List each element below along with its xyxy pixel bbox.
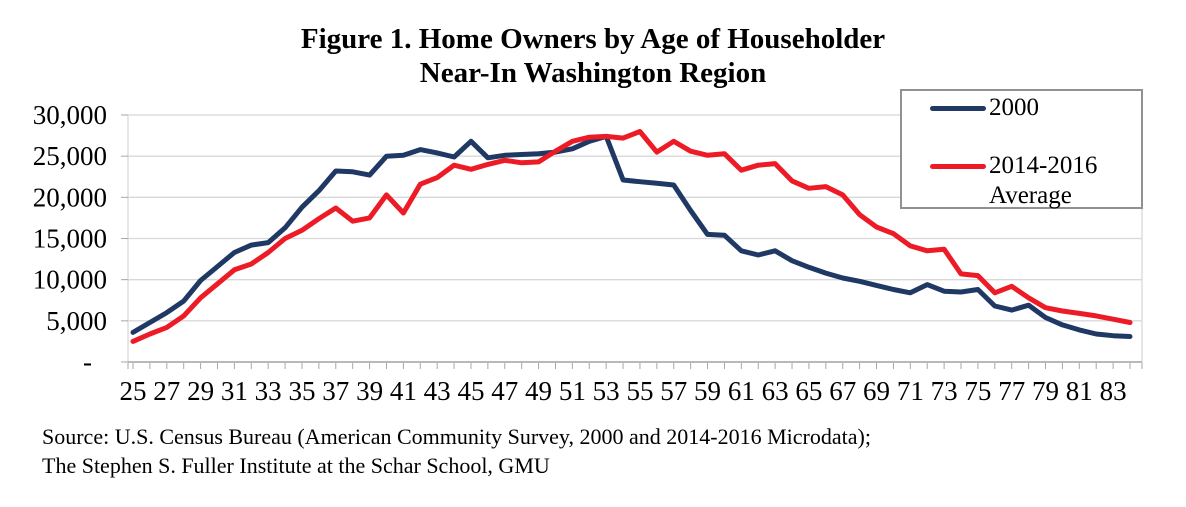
x-axis-label: 27 (153, 376, 180, 406)
source-line1: Source: U.S. Census Bureau (American Com… (42, 424, 871, 449)
x-axis-label: 39 (356, 376, 383, 406)
x-axis-label: 57 (660, 376, 687, 406)
legend-label-2014-2016-average: 2014-2016 Average (989, 152, 1098, 209)
x-axis-label: 25 (120, 376, 147, 406)
x-axis-label: 83 (1100, 376, 1127, 406)
x-axis-label: 63 (762, 376, 789, 406)
x-axis-label: 47 (491, 376, 518, 406)
legend: 2000 2014-2016 Average (900, 89, 1143, 209)
y-axis-label: 10,000 (33, 265, 107, 295)
legend-item-2000: 2000 (930, 93, 1039, 123)
chart-title: Figure 1. Home Owners by Age of Househol… (0, 22, 1186, 90)
x-axis-label: 53 (593, 376, 620, 406)
x-axis-label: 73 (931, 376, 958, 406)
x-axis-label: 41 (390, 376, 417, 406)
legend-line-2014-2016-average (930, 164, 986, 169)
x-axis-label: 59 (694, 376, 721, 406)
x-axis-label: 67 (829, 376, 856, 406)
x-axis-label: 69 (863, 376, 890, 406)
x-axis-label: 77 (998, 376, 1025, 406)
x-axis-label: 43 (424, 376, 451, 406)
legend-label-2000: 2000 (989, 94, 1039, 121)
y-axis-label: 30,000 (33, 100, 107, 130)
x-axis-label: 51 (559, 376, 586, 406)
x-axis-label: 65 (795, 376, 822, 406)
x-axis-label: 45 (457, 376, 484, 406)
source-note: Source: U.S. Census Bureau (American Com… (42, 422, 871, 480)
x-axis-label: 71 (897, 376, 924, 406)
series-line-2000 (130, 133, 1133, 339)
y-axis-label: 25,000 (33, 141, 107, 171)
legend-line-2000 (930, 105, 986, 111)
chart-title-line2: Near-In Washington Region (419, 57, 767, 89)
x-axis-label: 79 (1032, 376, 1059, 406)
y-axis-label: 15,000 (33, 224, 107, 254)
x-axis-label: 29 (187, 376, 214, 406)
x-axis-label: 37 (322, 376, 349, 406)
x-axis-label: 49 (525, 376, 552, 406)
chart-title-line1: Figure 1. Home Owners by Age of Househol… (300, 23, 886, 55)
x-axis-label: 81 (1066, 376, 1093, 406)
legend-item-2014-2016-average: 2014-2016 Average (930, 151, 1139, 211)
x-axis-label: 75 (964, 376, 991, 406)
y-axis-label: 20,000 (33, 182, 107, 212)
y-axis-label: 5,000 (46, 306, 107, 336)
x-axis-label: 31 (221, 376, 248, 406)
y-axis-label: - (83, 347, 92, 377)
x-axis-label: 55 (626, 376, 653, 406)
x-axis-label: 33 (255, 376, 282, 406)
x-axis-label: 61 (728, 376, 755, 406)
series-line-2014-2016-average (130, 129, 1133, 344)
source-line2: The Stephen S. Fuller Institute at the S… (42, 453, 550, 478)
x-axis-label: 35 (288, 376, 315, 406)
